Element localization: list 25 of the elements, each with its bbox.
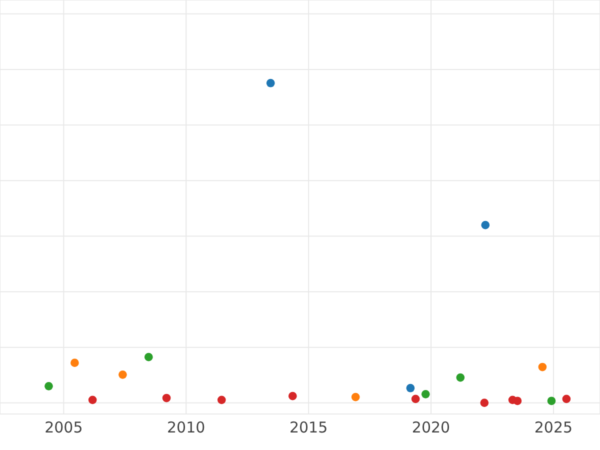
point — [266, 78, 275, 88]
point — [513, 396, 522, 406]
point — [118, 370, 127, 379]
point — [421, 390, 430, 398]
point — [480, 398, 489, 407]
x-tick-label: 2005 — [44, 418, 83, 437]
point — [547, 396, 556, 406]
point — [481, 220, 490, 230]
point — [88, 396, 97, 404]
point — [538, 362, 547, 372]
point — [351, 392, 360, 402]
point — [217, 396, 226, 404]
x-tick-label: 2010 — [167, 418, 206, 437]
point — [406, 384, 415, 392]
point — [456, 373, 465, 382]
x-tick-label: 2020 — [412, 418, 450, 437]
point — [44, 382, 53, 390]
point — [562, 394, 571, 404]
point — [144, 352, 153, 362]
x-tick-label: 2025 — [534, 418, 573, 437]
point — [288, 392, 297, 400]
point — [411, 394, 420, 404]
x-tick-label: 2015 — [289, 418, 328, 437]
point — [70, 358, 79, 368]
point — [162, 394, 171, 402]
